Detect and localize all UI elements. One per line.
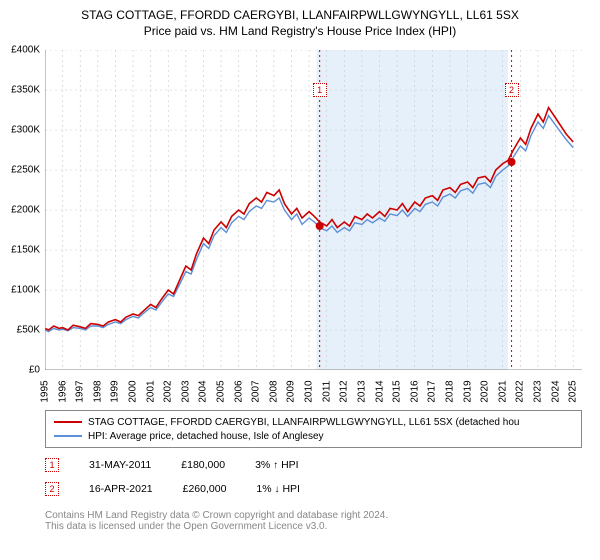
- x-tick-label: 2022: [515, 380, 526, 402]
- x-tick-label: 2025: [568, 380, 579, 402]
- transaction-delta: 3% ↑ HPI: [255, 459, 299, 471]
- legend-swatch-property: [54, 421, 82, 423]
- x-tick-label: 2001: [145, 380, 156, 402]
- y-tick-label: £400K: [0, 45, 40, 56]
- x-tick-label: 2020: [480, 380, 491, 402]
- x-tick-label: 2016: [409, 380, 420, 402]
- chart-container: STAG COTTAGE, FFORDD CAERGYBI, LLANFAIRP…: [0, 0, 600, 560]
- x-tick-label: 2006: [233, 380, 244, 402]
- x-tick-label: 2010: [304, 380, 315, 402]
- transaction-date: 31-MAY-2011: [89, 459, 151, 471]
- x-tick-label: 2019: [462, 380, 473, 402]
- x-tick-label: 2012: [339, 380, 350, 402]
- x-tick-label: 1997: [75, 380, 86, 402]
- chart-subtitle: Price paid vs. HM Land Registry's House …: [0, 22, 600, 44]
- x-tick-label: 2005: [216, 380, 227, 402]
- plot-area: [45, 50, 582, 370]
- legend-label-hpi: HPI: Average price, detached house, Isle…: [88, 431, 324, 442]
- chart-title: STAG COTTAGE, FFORDD CAERGYBI, LLANFAIRP…: [0, 0, 600, 22]
- legend-row: HPI: Average price, detached house, Isle…: [54, 429, 573, 443]
- x-tick-label: 1999: [110, 380, 121, 402]
- footer-line: Contains HM Land Registry data © Crown c…: [45, 510, 388, 521]
- transaction-row: 2 16-APR-2021 £260,000 1% ↓ HPI: [45, 482, 300, 496]
- transaction-price: £180,000: [181, 459, 225, 471]
- x-tick-label: 2004: [198, 380, 209, 402]
- down-arrow-icon: ↓: [275, 484, 280, 495]
- x-tick-label: 2002: [163, 380, 174, 402]
- y-tick-label: £350K: [0, 85, 40, 96]
- legend-row: STAG COTTAGE, FFORDD CAERGYBI, LLANFAIRP…: [54, 415, 573, 429]
- y-tick-label: £50K: [0, 325, 40, 336]
- x-tick-label: 2018: [444, 380, 455, 402]
- annotation-marker-icon: 2: [505, 83, 519, 97]
- legend-swatch-hpi: [54, 435, 82, 437]
- x-tick-label: 2024: [550, 380, 561, 402]
- transaction-marker-icon: 2: [45, 482, 59, 496]
- x-tick-label: 1998: [92, 380, 103, 402]
- y-tick-label: £200K: [0, 205, 40, 216]
- x-tick-label: 2021: [497, 380, 508, 402]
- transaction-row: 1 31-MAY-2011 £180,000 3% ↑ HPI: [45, 458, 299, 472]
- x-tick-label: 2023: [532, 380, 543, 402]
- y-tick-label: £100K: [0, 285, 40, 296]
- transaction-delta: 1% ↓ HPI: [256, 483, 300, 495]
- x-tick-label: 2011: [321, 381, 332, 403]
- annotation-marker-icon: 1: [313, 83, 327, 97]
- x-tick-label: 2000: [128, 380, 139, 402]
- transaction-marker-icon: 1: [45, 458, 59, 472]
- transaction-price: £260,000: [183, 483, 227, 495]
- x-tick-label: 2015: [392, 380, 403, 402]
- x-tick-label: 2007: [251, 380, 262, 402]
- footer-attribution: Contains HM Land Registry data © Crown c…: [45, 510, 388, 532]
- transaction-date: 16-APR-2021: [89, 483, 153, 495]
- y-tick-label: £0: [0, 365, 40, 376]
- x-tick-label: 2013: [356, 380, 367, 402]
- up-arrow-icon: ↑: [273, 460, 278, 471]
- footer-line: This data is licensed under the Open Gov…: [45, 521, 388, 532]
- y-tick-label: £300K: [0, 125, 40, 136]
- legend-label-property: STAG COTTAGE, FFORDD CAERGYBI, LLANFAIRP…: [88, 417, 519, 428]
- x-tick-label: 2003: [180, 380, 191, 402]
- y-tick-label: £150K: [0, 245, 40, 256]
- x-tick-label: 2014: [374, 380, 385, 402]
- legend-box: STAG COTTAGE, FFORDD CAERGYBI, LLANFAIRP…: [45, 410, 582, 448]
- x-tick-label: 1995: [40, 380, 51, 402]
- x-tick-label: 2008: [268, 380, 279, 402]
- y-tick-label: £250K: [0, 165, 40, 176]
- x-tick-label: 2017: [427, 380, 438, 402]
- x-tick-label: 2009: [286, 380, 297, 402]
- x-tick-label: 1996: [57, 380, 68, 402]
